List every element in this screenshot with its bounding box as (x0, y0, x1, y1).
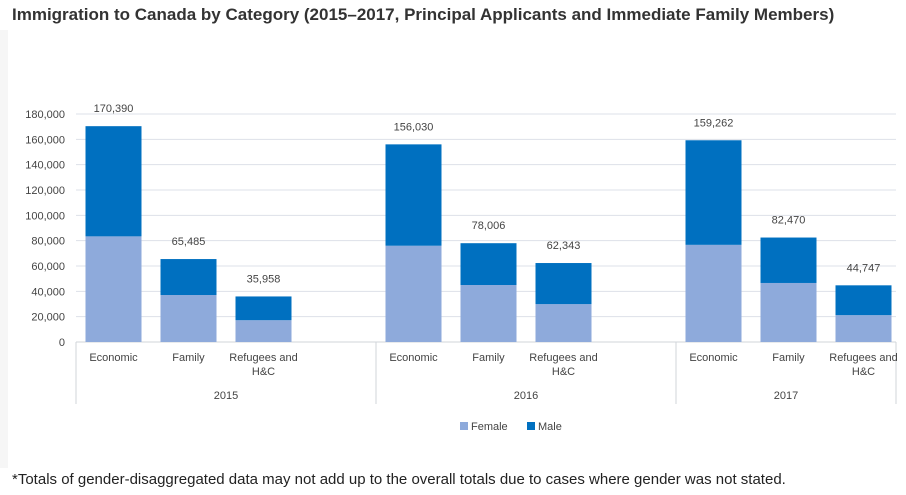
legend-swatch-female (460, 422, 468, 430)
y-tick-label: 140,000 (25, 160, 65, 172)
x-category-label: H&C (852, 366, 875, 378)
x-category-label: Family (172, 352, 205, 364)
bar-female (160, 295, 217, 342)
data-label: 78,006 (472, 220, 506, 232)
y-tick-label: 20,000 (31, 312, 65, 324)
bar-male (460, 243, 517, 285)
x-category-label: Family (472, 352, 505, 364)
x-group-label: 2016 (514, 390, 538, 402)
bar-male (535, 263, 592, 305)
legend-label-male: Male (538, 421, 562, 433)
chart-area: 0 20,000 40,000 60,000 80,000 100,000 120,000 1… (0, 30, 906, 468)
bar-female (685, 244, 742, 342)
y-tick-label: 100,000 (25, 210, 65, 222)
y-tick-label: 160,000 (25, 134, 65, 146)
y-tick-label: 60,000 (31, 261, 65, 273)
bar-female (235, 320, 292, 342)
data-label: 62,343 (547, 240, 581, 252)
x-category-label: Economic (89, 352, 138, 364)
chart-svg: 0 20,000 40,000 60,000 80,000 100,000 120,000 1… (25, 103, 898, 433)
bar-male (385, 144, 442, 246)
data-label: 44,747 (847, 262, 881, 274)
data-label: 156,030 (394, 121, 434, 133)
bar-male (685, 140, 742, 245)
x-group-label: 2017 (774, 390, 798, 402)
chart-title: Immigration to Canada by Category (2015–… (12, 5, 835, 24)
bar-male (160, 259, 217, 296)
x-category-label: Refugees and (229, 352, 298, 364)
x-category-label: Family (772, 352, 805, 364)
legend-label-female: Female (471, 421, 508, 433)
bar-male (760, 237, 817, 283)
data-label: 35,958 (247, 273, 281, 285)
bar-female (385, 245, 442, 342)
y-tick-label: 80,000 (31, 236, 65, 248)
data-label: 82,470 (772, 215, 806, 227)
x-category-label: Economic (689, 352, 738, 364)
x-category-label: H&C (552, 366, 575, 378)
y-tick-label: 120,000 (25, 185, 65, 197)
footnote: *Totals of gender-disaggregated data may… (12, 471, 786, 488)
data-label: 159,262 (694, 117, 734, 129)
legend-swatch-male (527, 422, 535, 430)
x-category-label: H&C (252, 366, 275, 378)
bar-female (760, 282, 817, 342)
bar-female (85, 236, 142, 342)
data-label: 170,390 (94, 103, 134, 115)
y-tick-label: 0 (59, 337, 65, 349)
y-tick-label: 180,000 (25, 109, 65, 121)
bar-male (85, 126, 142, 237)
bar-male (835, 285, 892, 316)
x-category-label: Economic (389, 352, 438, 364)
data-label: 65,485 (172, 236, 206, 248)
bar-male (235, 296, 292, 321)
bar-female (535, 304, 592, 342)
x-group-label: 2015 (214, 390, 238, 402)
bar-female (835, 315, 892, 342)
bar-female (460, 285, 517, 342)
y-tick-label: 40,000 (31, 286, 65, 298)
x-category-label: Refugees and (829, 352, 898, 364)
x-category-label: Refugees and (529, 352, 598, 364)
